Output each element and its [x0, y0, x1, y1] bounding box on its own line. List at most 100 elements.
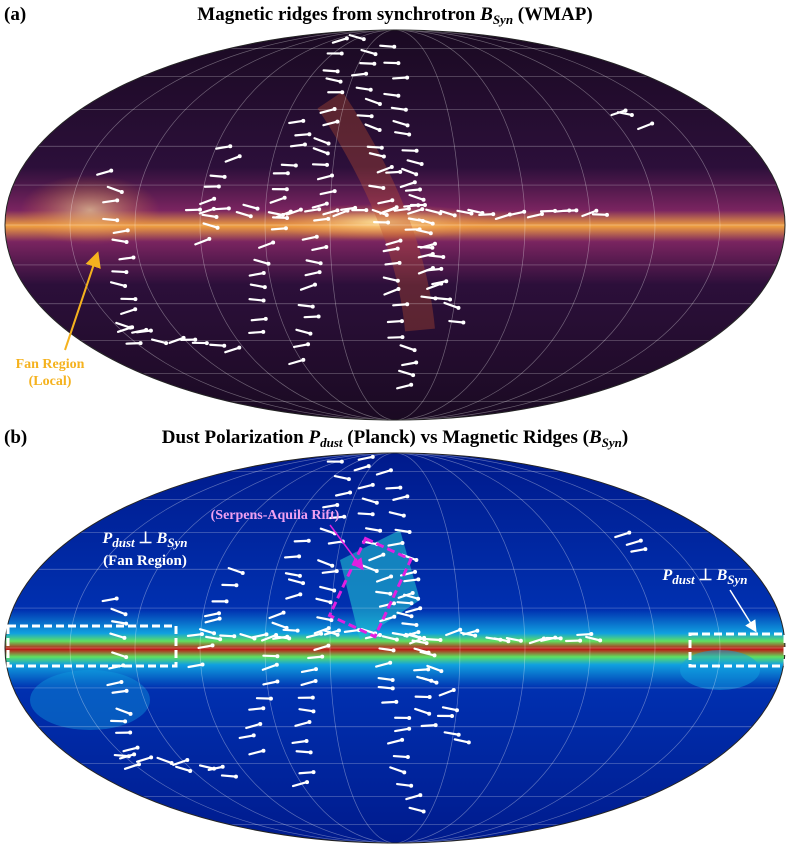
ridge-dot	[249, 214, 253, 218]
ridge-segment	[313, 164, 327, 165]
title-part: Syn	[493, 12, 513, 27]
annotation-part: dust	[672, 572, 695, 587]
ridge-dot	[348, 490, 352, 494]
ridge-dot	[305, 780, 309, 784]
ridge-segment	[360, 63, 374, 64]
ridge-dot	[318, 270, 322, 274]
ridge-dot	[120, 190, 124, 194]
ridge-dot	[137, 762, 141, 766]
ridge-dot	[398, 261, 402, 265]
ridge-dot	[314, 667, 318, 671]
ridge-dot	[448, 298, 452, 302]
ridge-dot	[396, 61, 400, 65]
ridge-dot	[418, 793, 422, 797]
ridge-dot	[130, 325, 134, 329]
ridge-dot	[132, 752, 136, 756]
ridge-dot	[391, 686, 395, 690]
ridge-dot	[275, 654, 279, 658]
title-part: Magnetic ridges from synchrotron	[197, 4, 480, 25]
ridge-segment	[380, 46, 394, 47]
ridge-dot	[405, 302, 409, 306]
ridge-dot	[109, 169, 113, 173]
ridge-dot	[298, 574, 302, 578]
ridge-dot	[439, 267, 443, 271]
ridge-dot	[340, 90, 344, 94]
panel-title: Magnetic ridges from synchrotron BSyn (W…	[197, 4, 592, 27]
ridge-dot	[232, 634, 236, 638]
ridge-dot	[222, 344, 226, 348]
ridge-dot	[400, 541, 404, 545]
ridge-segment	[418, 247, 432, 248]
ridge-dot	[124, 612, 128, 616]
ridge-dot	[559, 636, 563, 640]
ridge-dot	[578, 639, 582, 643]
ridge-dot	[335, 569, 339, 573]
ridge-dot	[241, 571, 245, 575]
ridge-dot	[218, 637, 222, 641]
ridge-dot	[396, 279, 400, 283]
panel-label: (a)	[4, 4, 26, 25]
ridge-dot	[364, 72, 368, 76]
ridge-dot	[327, 142, 331, 146]
ridge-dot	[362, 37, 366, 41]
ridge-segment	[541, 211, 555, 212]
ridge-dot	[252, 733, 256, 737]
ridge-dot	[414, 361, 418, 365]
ridge-dot	[164, 341, 168, 345]
ridge-dot	[407, 727, 411, 731]
ridge-segment	[427, 269, 441, 270]
ridge-dot	[394, 700, 398, 704]
ridge-dot	[294, 164, 298, 168]
ridge-dot	[271, 240, 275, 244]
annotation-part: Syn	[167, 535, 187, 550]
ridge-dot	[234, 775, 238, 779]
ridge-dot	[574, 208, 578, 212]
ridge-segment	[250, 299, 264, 300]
ridge-dot	[382, 155, 386, 159]
ridge-dot	[413, 570, 417, 574]
ridge-dot	[371, 483, 375, 487]
ridge-dot	[418, 187, 422, 191]
annotation-part: B	[156, 530, 168, 547]
ridge-dot	[522, 210, 526, 214]
ridge-dot	[198, 208, 202, 212]
ridge-dot	[389, 468, 393, 472]
ridge-dot	[409, 784, 413, 788]
ridge-dot	[380, 146, 384, 150]
ridge-dot	[325, 163, 329, 167]
ridge-dot	[456, 306, 460, 310]
ridge-dot	[407, 132, 411, 136]
ridge-dot	[263, 285, 267, 289]
ridge-dot	[434, 681, 438, 685]
annotation: (Fan Region)	[103, 553, 187, 569]
ridge-segment	[295, 134, 309, 135]
ridge-dot	[324, 245, 328, 249]
ridge-dot	[396, 94, 400, 98]
ridge-dot	[461, 321, 465, 325]
ridge-dot	[630, 113, 634, 117]
ridge-segment	[222, 775, 236, 776]
ridge-dot	[326, 151, 330, 155]
ridge-dot	[308, 332, 312, 336]
ridge-dot	[392, 648, 396, 652]
ridge-dot	[473, 634, 477, 638]
ridge-segment	[103, 219, 117, 220]
ridge-dot	[287, 636, 291, 640]
ridge-dot	[433, 242, 437, 246]
ridge-dot	[216, 226, 220, 230]
annotation-part: Syn	[727, 572, 747, 587]
ridge-dot	[326, 217, 330, 221]
ridge-dot	[400, 319, 404, 323]
ridge-dot	[299, 208, 303, 212]
ridge-dot	[332, 588, 336, 592]
ridge-dot	[371, 512, 375, 516]
ridge-dot	[390, 198, 394, 202]
ridge-dot	[390, 165, 394, 169]
title-part: )	[622, 427, 628, 448]
ridge-dot	[452, 688, 456, 692]
ridge-segment	[398, 602, 412, 603]
ridge-segment	[210, 345, 224, 346]
ridge-dot	[336, 69, 340, 73]
